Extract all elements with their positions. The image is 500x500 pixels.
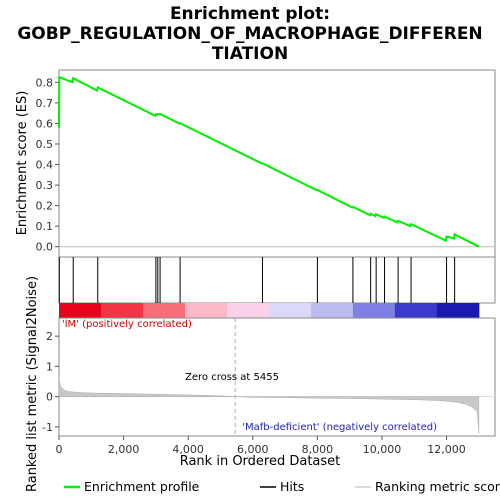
heatmap-segment: [142, 303, 186, 318]
heatmap-segment: [226, 303, 270, 318]
es-tick-label: 0.7: [36, 97, 54, 110]
es-y-axis-label: Enrichment score (ES): [15, 91, 30, 236]
heatmap-segment: [184, 303, 228, 318]
chart-title-line-1: Enrichment plot:: [170, 4, 330, 24]
enrichment-profile-line: [58, 75, 480, 248]
zero-cross-label: Zero cross at 5455: [185, 372, 279, 383]
es-panel: 0.0 0.1 0.2 0.3 0.4 0.5 0.6 0.7 0.8: [36, 69, 496, 258]
x-axis-label: Rank in Ordered Dataset: [180, 454, 341, 469]
heatmap-segment: [436, 303, 480, 318]
es-tick-label: 0.8: [36, 76, 54, 89]
metric-tick-label: 1: [46, 360, 53, 373]
es-plot-frame: [58, 69, 496, 258]
metric-tick-label: -1: [42, 421, 53, 434]
es-tick-label: 0.6: [36, 117, 54, 130]
hits-frame: [58, 256, 496, 304]
x-tick-label: 8,000: [302, 443, 334, 456]
es-tick-label: 0.4: [36, 159, 54, 172]
chart-title-line-3: TIATION: [212, 44, 288, 64]
x-tick-label: 6,000: [237, 443, 269, 456]
heatmap-segment: [100, 303, 144, 318]
es-tick-label: 0.2: [36, 200, 54, 213]
x-tick-label: 0: [56, 443, 63, 456]
x-tick-label: 2,000: [108, 443, 140, 456]
ranking-metric-area: [58, 378, 480, 434]
legend: Enrichment profile Hits Ranking metric sco…: [59, 476, 500, 498]
hits-panel: [58, 256, 496, 304]
es-tick-label: 0.3: [36, 179, 54, 192]
legend-label: Enrichment profile: [84, 479, 200, 494]
heatmap-segment: [310, 303, 354, 318]
chart-title-line-2: GOBP_REGULATION_OF_MACROPHAGE_DIFFEREN: [17, 24, 482, 44]
es-tick-label: 0.1: [36, 220, 54, 233]
x-tick-label: 4,000: [172, 443, 204, 456]
heatmap-segment: [394, 303, 438, 318]
metric-tick-label: 2: [46, 330, 53, 343]
negative-correlation-label: 'Mafb-deficient' (negatively correlated): [242, 422, 437, 433]
legend-label: Ranking metric scores: [375, 479, 500, 494]
metric-tick-label: 0: [46, 391, 53, 404]
heatmap-segment: [268, 303, 312, 318]
x-tick-label: 12,000: [427, 443, 466, 456]
es-tick-label: 0.5: [36, 138, 54, 151]
ranking-heatmap-bar: [59, 303, 480, 318]
heatmap-segment: [352, 303, 396, 318]
x-tick-label: 10,000: [363, 443, 402, 456]
positive-correlation-label: 'lM' (positively correlated): [62, 319, 192, 330]
metric-panel: -1 0 1 2 'lM' (positively correlated) 'Mafb…: [42, 317, 496, 437]
heatmap-segment: [59, 303, 102, 318]
legend-label: Hits: [280, 479, 304, 494]
metric-y-axis-label: Ranked list metric (Signal2Noise): [25, 276, 40, 492]
es-tick-label: 0.0: [36, 241, 54, 254]
metric-plot-frame: [58, 317, 496, 437]
